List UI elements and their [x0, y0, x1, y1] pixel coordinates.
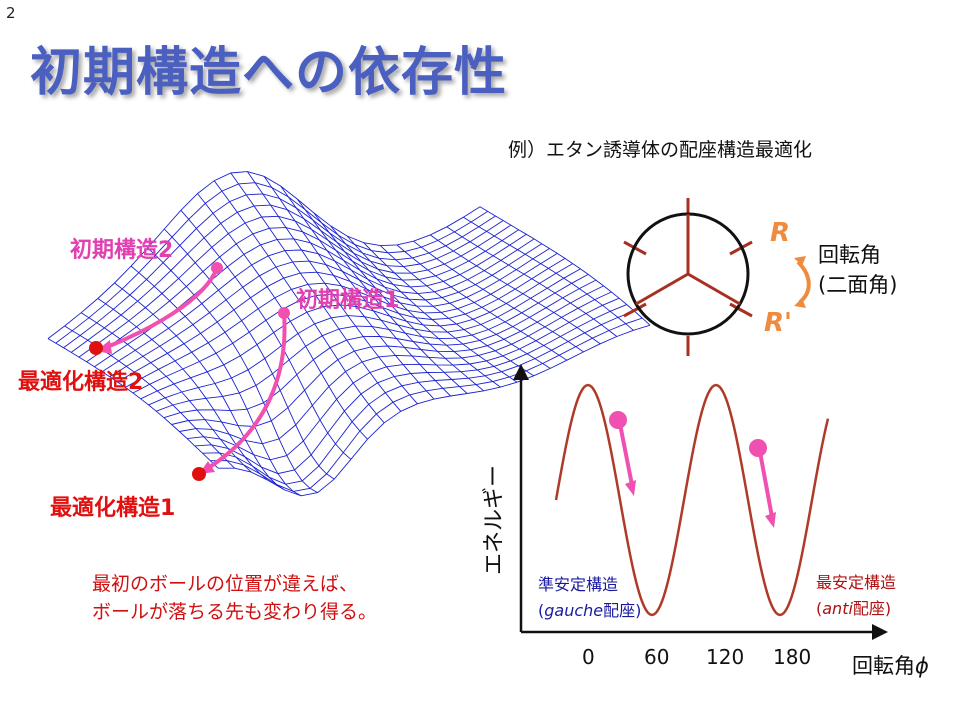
- rotation-arrow: [796, 260, 811, 304]
- mesh-line: [280, 185, 451, 397]
- mesh-line: [125, 253, 558, 388]
- optimized-structure-2-label: 最適化構造2: [18, 370, 144, 395]
- mesh-line: [479, 206, 651, 326]
- gauche-word: gauche: [544, 601, 604, 620]
- mesh-line: [80, 312, 252, 473]
- trajectory-1-arrow: [203, 312, 287, 472]
- optimized-structure-1-label: 最適化構造1: [50, 496, 176, 521]
- energy-axis-label: エネルギー: [482, 464, 507, 575]
- gauche-line-1: 準安定構造: [538, 575, 619, 594]
- initial-ball-1: [278, 307, 290, 319]
- mesh-line: [379, 245, 551, 369]
- mesh-line: [330, 225, 501, 388]
- mesh-line: [346, 235, 518, 383]
- rotation-line-1: 回転角: [818, 243, 881, 267]
- mesh-line: [179, 291, 612, 445]
- optimized-ball-1: [192, 467, 206, 481]
- rotation-line-2: (二面角): [818, 273, 898, 297]
- r-prime-label: R': [764, 308, 792, 338]
- mesh-line: [130, 265, 302, 497]
- energy-plot-balls: [609, 411, 776, 528]
- mesh-line: [213, 180, 385, 424]
- mesh-line: [180, 210, 352, 460]
- anti-label: 最安定構造 (anti配座): [816, 570, 896, 622]
- initial-structure-2-label: 初期構造2: [70, 238, 174, 263]
- rotation-angle-label: 回転角 (二面角): [818, 240, 897, 300]
- plot-ball-2: [749, 439, 767, 457]
- mesh-line: [296, 198, 468, 394]
- mesh-line: [210, 317, 643, 492]
- mesh-line: [247, 171, 418, 405]
- r-label: R: [770, 218, 791, 248]
- mesh-line: [446, 226, 618, 337]
- mesh-line: [263, 176, 435, 400]
- mesh-line: [429, 234, 601, 345]
- tick-label: 120: [706, 645, 745, 669]
- mesh-line: [114, 282, 285, 491]
- anti-word: anti: [822, 599, 853, 618]
- mesh-line: [187, 297, 620, 461]
- gauche-label: 準安定構造 (gauche配座): [538, 572, 641, 624]
- mesh-line: [132, 258, 566, 394]
- optimized-ball-2: [89, 341, 103, 355]
- slide-title: 初期構造への依存性: [30, 43, 508, 103]
- trajectory-2-arrow: [101, 267, 219, 351]
- anti-suffix: 配座): [852, 599, 892, 618]
- explanation-note: 最初のボールの位置が違えば、 ボールが落ちる先も変わり得る。: [92, 570, 452, 626]
- energy-plot-axes: [513, 364, 888, 640]
- page-number: 2: [6, 4, 16, 22]
- initial-structure-1-label: 初期構造1: [296, 288, 400, 313]
- tick-label: 60: [644, 645, 670, 669]
- mesh-line: [70, 204, 504, 353]
- mesh-line: [163, 228, 335, 480]
- initial-ball-2: [211, 262, 223, 274]
- mesh-line: [147, 247, 318, 493]
- anti-line-1: 最安定構造: [816, 573, 897, 592]
- tick-label: 0: [582, 645, 595, 669]
- mesh-line: [194, 304, 627, 475]
- newman-projection: [623, 198, 811, 356]
- mesh-line: [363, 242, 534, 377]
- example-caption: 例）エタン誘導体の配座構造最適化: [508, 139, 813, 161]
- gauche-suffix: 配座): [603, 601, 642, 620]
- mesh-line: [117, 248, 550, 383]
- phi-symbol: ϕ: [915, 654, 929, 678]
- mesh-line: [47, 338, 219, 469]
- mesh-line: [313, 212, 485, 392]
- mesh-line: [97, 298, 269, 481]
- rotation-axis-text: 回転角: [852, 654, 915, 678]
- mesh-line: [463, 216, 634, 331]
- mesh-line: [396, 244, 568, 361]
- mesh-line: [413, 240, 584, 353]
- surface-trajectories: [89, 262, 290, 481]
- mesh-line: [230, 172, 402, 412]
- plot-ball-1: [609, 411, 627, 429]
- tick-label: 180: [773, 645, 812, 669]
- energy-curve: [554, 383, 830, 617]
- note-line-2: ボールが落ちる先も変わり得る。: [92, 601, 378, 623]
- note-line-1: 最初のボールの位置が違えば、: [92, 573, 359, 595]
- rotation-axis-label: 回転角ϕ: [852, 650, 929, 680]
